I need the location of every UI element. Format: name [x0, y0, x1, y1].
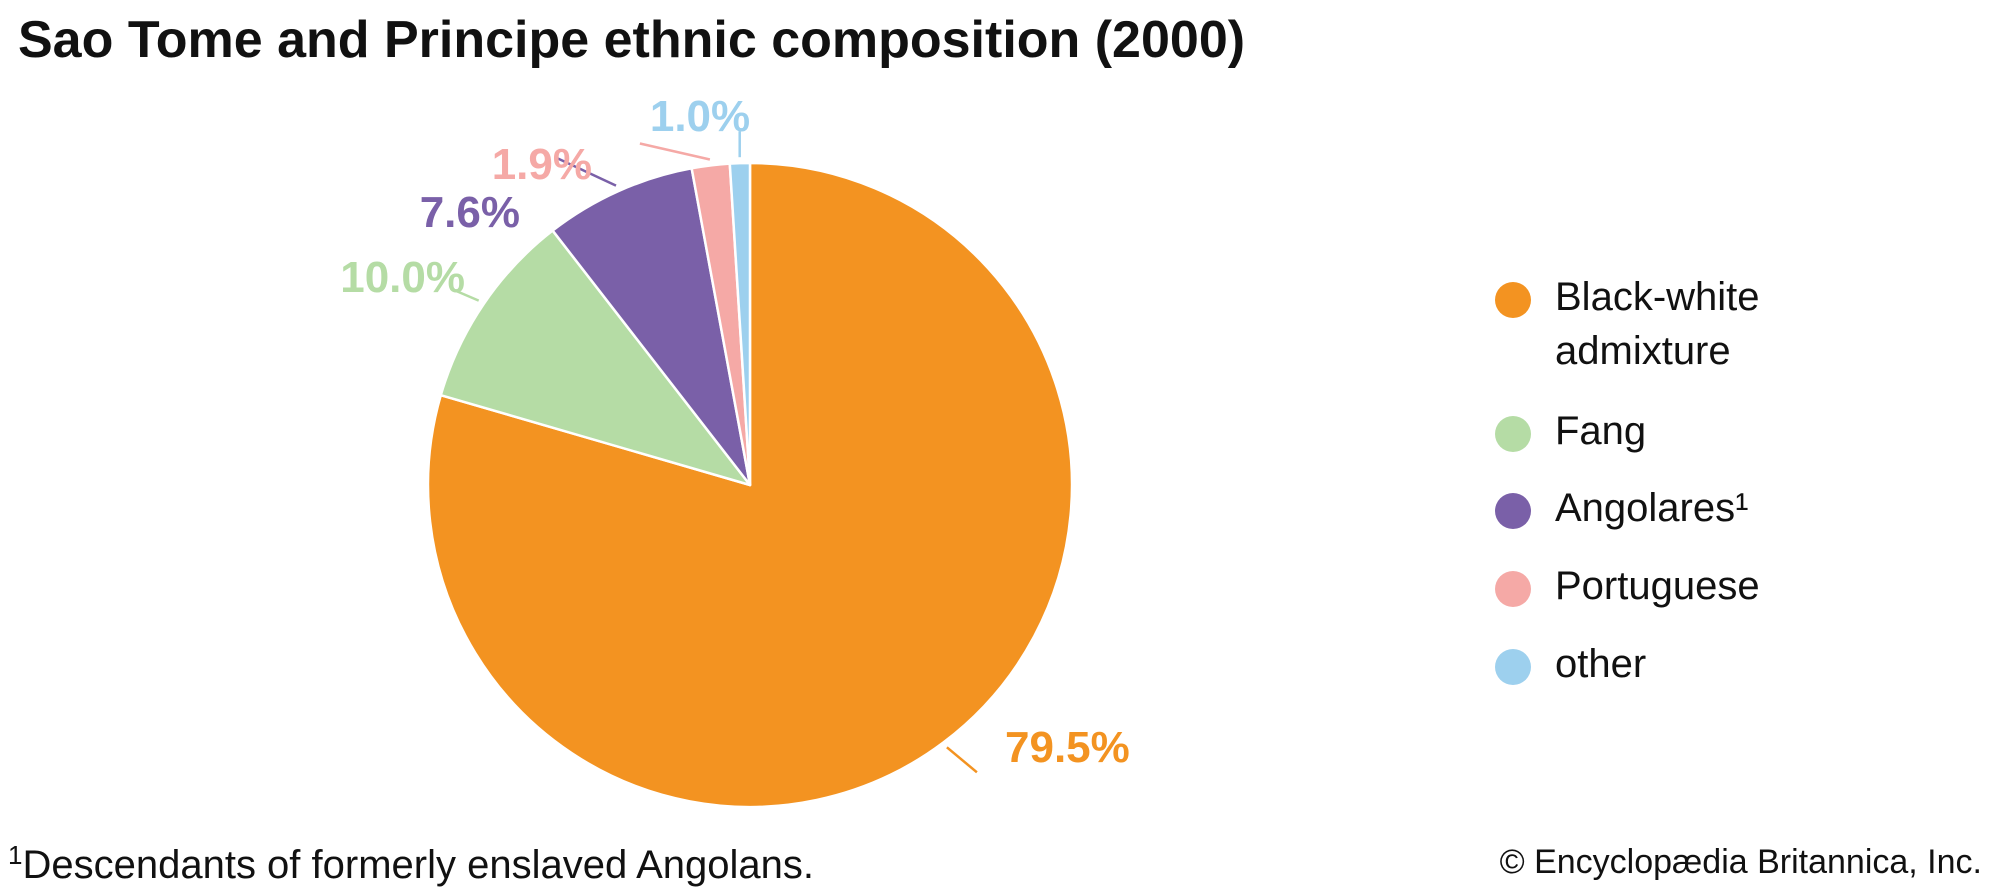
- legend-label-black-white-admixture: Black-white admixture: [1555, 275, 1760, 373]
- leader-line-fang: [450, 287, 480, 302]
- pie-labels: 79.5% 10.0% 7.6%1.9% 1.0%: [340, 92, 1130, 772]
- legend-label-portuguese: Portuguese: [1555, 564, 1760, 608]
- footnote: 1Descendants of formerly enslaved Angola…: [8, 830, 814, 890]
- slice-label-angolares: 7.6%: [420, 188, 520, 237]
- copyright-credit: © Encyclopædia Britannica, Inc.: [1499, 843, 1982, 881]
- pie-slice-other: [728, 161, 752, 487]
- legend-swatch-portuguese: [1495, 571, 1531, 607]
- slice-label-black-white-admixture: 79.5%: [1005, 723, 1130, 772]
- legend-label-other: other: [1555, 642, 1647, 686]
- legend-label-fang: Fang: [1555, 409, 1647, 453]
- leader-line-black-white-admixture: [946, 746, 978, 774]
- pie-slice-fang: [439, 229, 752, 487]
- slice-label-portuguese: 1.9%: [492, 140, 592, 189]
- legend-swatch-black-white-admixture: [1495, 282, 1531, 318]
- pie-leader-lines: [450, 131, 978, 774]
- pie-slices: [426, 161, 1074, 809]
- footnote-marker: 1: [8, 840, 23, 870]
- legend-swatch-fang: [1495, 416, 1531, 452]
- legend-swatch-other: [1495, 649, 1531, 685]
- footnote-text: Descendants of formerly enslaved Angolan…: [22, 843, 815, 887]
- slice-label-other: 1.0%: [650, 92, 750, 141]
- leader-line-angolares: [555, 156, 617, 187]
- legend-label-angolares: Angolares¹: [1555, 486, 1749, 530]
- chart-title: Sao Tome and Principe ethnic composition…: [18, 11, 1246, 69]
- pie-slice-angolares: [551, 167, 752, 487]
- legend-swatch-angolares: [1495, 493, 1531, 529]
- leader-line-portuguese: [639, 142, 711, 161]
- slice-label-fang: 10.0%: [340, 253, 465, 302]
